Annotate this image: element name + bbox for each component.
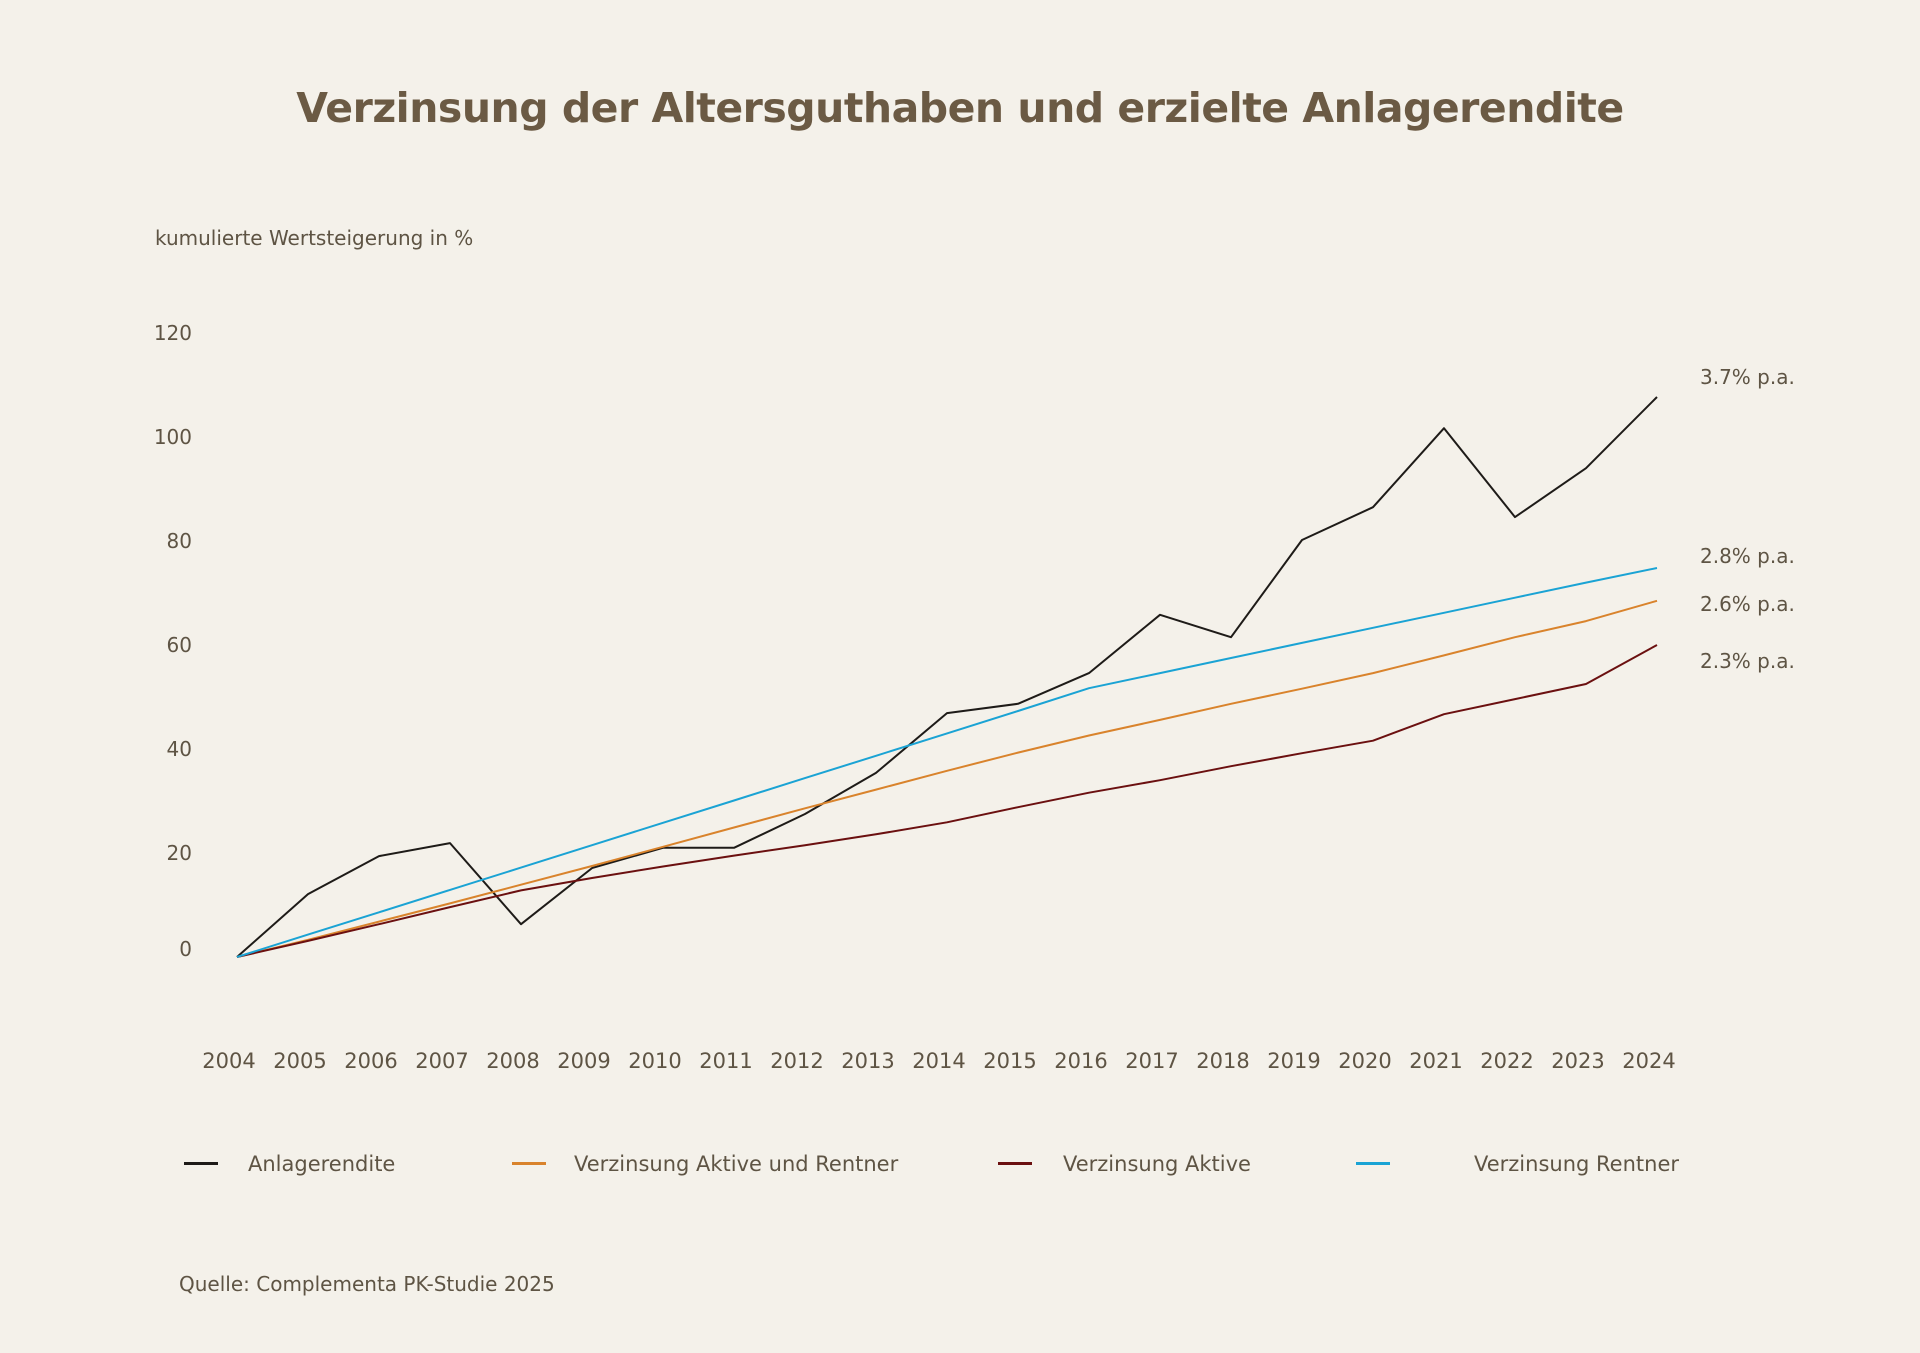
- legend-swatch-icon: [512, 1162, 546, 1165]
- x-tick-label: 2019: [1267, 1049, 1320, 1073]
- x-tick-label: 2007: [415, 1049, 468, 1073]
- y-tick-label: 120: [154, 321, 192, 345]
- end-label: 3.7% p.a.: [1700, 365, 1795, 389]
- end-label: 2.6% p.a.: [1700, 592, 1795, 616]
- legend-item-verzinsung-rentner: Verzinsung Rentner: [1356, 1152, 1679, 1176]
- x-tick-label: 2018: [1196, 1049, 1249, 1073]
- x-tick-label: 2009: [557, 1049, 610, 1073]
- x-tick-label: 2005: [273, 1049, 326, 1073]
- legend-swatch-icon: [1356, 1162, 1390, 1165]
- x-tick-label: 2017: [1125, 1049, 1178, 1073]
- y-tick-label: 80: [167, 529, 192, 553]
- legend-label: Verzinsung Rentner: [1474, 1151, 1679, 1176]
- x-tick-label: 2004: [202, 1049, 255, 1073]
- series-line-verzinsung-aktive-und-rentner: [236, 599, 1658, 958]
- legend-item-verzinsung-aktive: Verzinsung Aktive: [998, 1152, 1251, 1176]
- x-axis-ticks: 2004 2005 2006 2007 2008 2009 2010 2011 2012 2013…: [202, 1049, 1675, 1073]
- x-tick-label: 2022: [1480, 1049, 1533, 1073]
- legend-item-verzinsung-aktive-und-rentner: Verzinsung Aktive und Rentner: [512, 1152, 898, 1176]
- series-lines: [236, 396, 1658, 958]
- x-tick-label: 2015: [983, 1049, 1036, 1073]
- legend-label: Anlagerendite: [248, 1151, 396, 1176]
- x-tick-label: 2012: [770, 1049, 823, 1073]
- line-chart: 0 20 40 60 80 100 120 2004 2005 2006 2007 2008 2009…: [154, 321, 1795, 1073]
- y-axis-ticks: 0 20 40 60 80 100 120: [154, 321, 192, 961]
- x-tick-label: 2010: [628, 1049, 681, 1073]
- x-tick-label: 2008: [486, 1049, 539, 1073]
- series-line-anlagerendite: [236, 396, 1658, 958]
- series-line-verzinsung-aktive: [236, 644, 1658, 958]
- end-label: 2.3% p.a.: [1700, 649, 1795, 673]
- x-tick-label: 2020: [1338, 1049, 1391, 1073]
- x-tick-label: 2016: [1054, 1049, 1107, 1073]
- legend-swatch-icon: [998, 1162, 1032, 1165]
- y-tick-label: 100: [154, 425, 192, 449]
- x-tick-label: 2021: [1409, 1049, 1462, 1073]
- x-tick-label: 2023: [1551, 1049, 1604, 1073]
- y-tick-label: 20: [167, 841, 192, 865]
- x-tick-label: 2024: [1622, 1049, 1675, 1073]
- y-tick-label: 0: [179, 937, 192, 961]
- legend-label: Verzinsung Aktive: [1063, 1151, 1251, 1176]
- x-tick-label: 2006: [344, 1049, 397, 1073]
- legend: Anlagerendite Verzinsung Aktive und Rent…: [0, 1152, 1920, 1196]
- end-label: 2.8% p.a.: [1700, 544, 1795, 568]
- legend-label: Verzinsung Aktive und Rentner: [574, 1151, 899, 1176]
- series-line-verzinsung-rentner: [236, 567, 1658, 958]
- x-tick-label: 2011: [699, 1049, 752, 1073]
- y-axis-label: kumulierte Wertsteigerung in %: [155, 226, 474, 250]
- end-labels: 3.7% p.a. 2.6% p.a. 2.3% p.a. 2.8% p.a.: [1700, 365, 1795, 673]
- y-tick-label: 60: [167, 633, 192, 657]
- legend-swatch-icon: [184, 1162, 218, 1165]
- legend-item-anlagerendite: Anlagerendite: [184, 1152, 395, 1176]
- x-tick-label: 2013: [841, 1049, 894, 1073]
- source-note: Quelle: Complementa PK-Studie 2025: [179, 1272, 555, 1296]
- x-tick-label: 2014: [912, 1049, 965, 1073]
- y-tick-label: 40: [167, 737, 192, 761]
- chart-title: Verzinsung der Altersguthaben und erziel…: [296, 84, 1624, 132]
